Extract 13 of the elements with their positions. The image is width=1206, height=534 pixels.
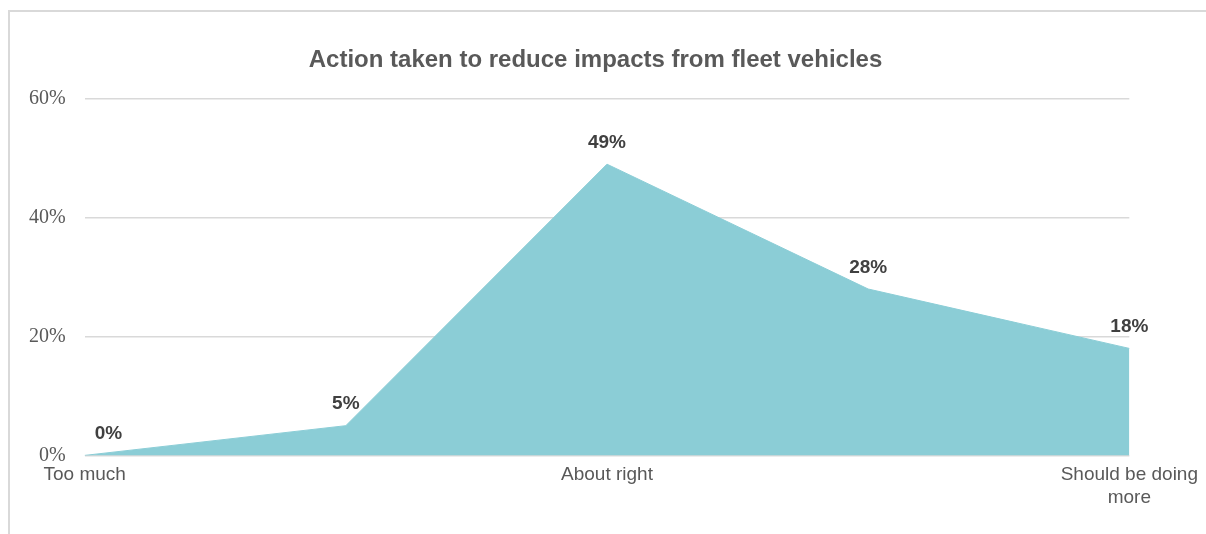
data-label: 5%	[332, 392, 360, 414]
x-tick-label: About right	[561, 463, 654, 485]
y-tick-label: 20%	[28, 323, 66, 346]
y-tick-label: 40%	[28, 204, 66, 227]
x-tick-label: Too much	[43, 463, 126, 485]
chart-title: Action taken to reduce impacts from fleet vehicles	[308, 45, 883, 73]
data-label: 0%	[94, 422, 123, 444]
x-tick-label: Should be doing more	[1060, 463, 1198, 507]
y-tick-label: 0%	[38, 442, 66, 465]
data-label: 28%	[849, 255, 888, 277]
y-tick-label: 60%	[28, 86, 66, 109]
data-label: 49%	[587, 130, 627, 152]
data-label: 18%	[1110, 315, 1149, 337]
